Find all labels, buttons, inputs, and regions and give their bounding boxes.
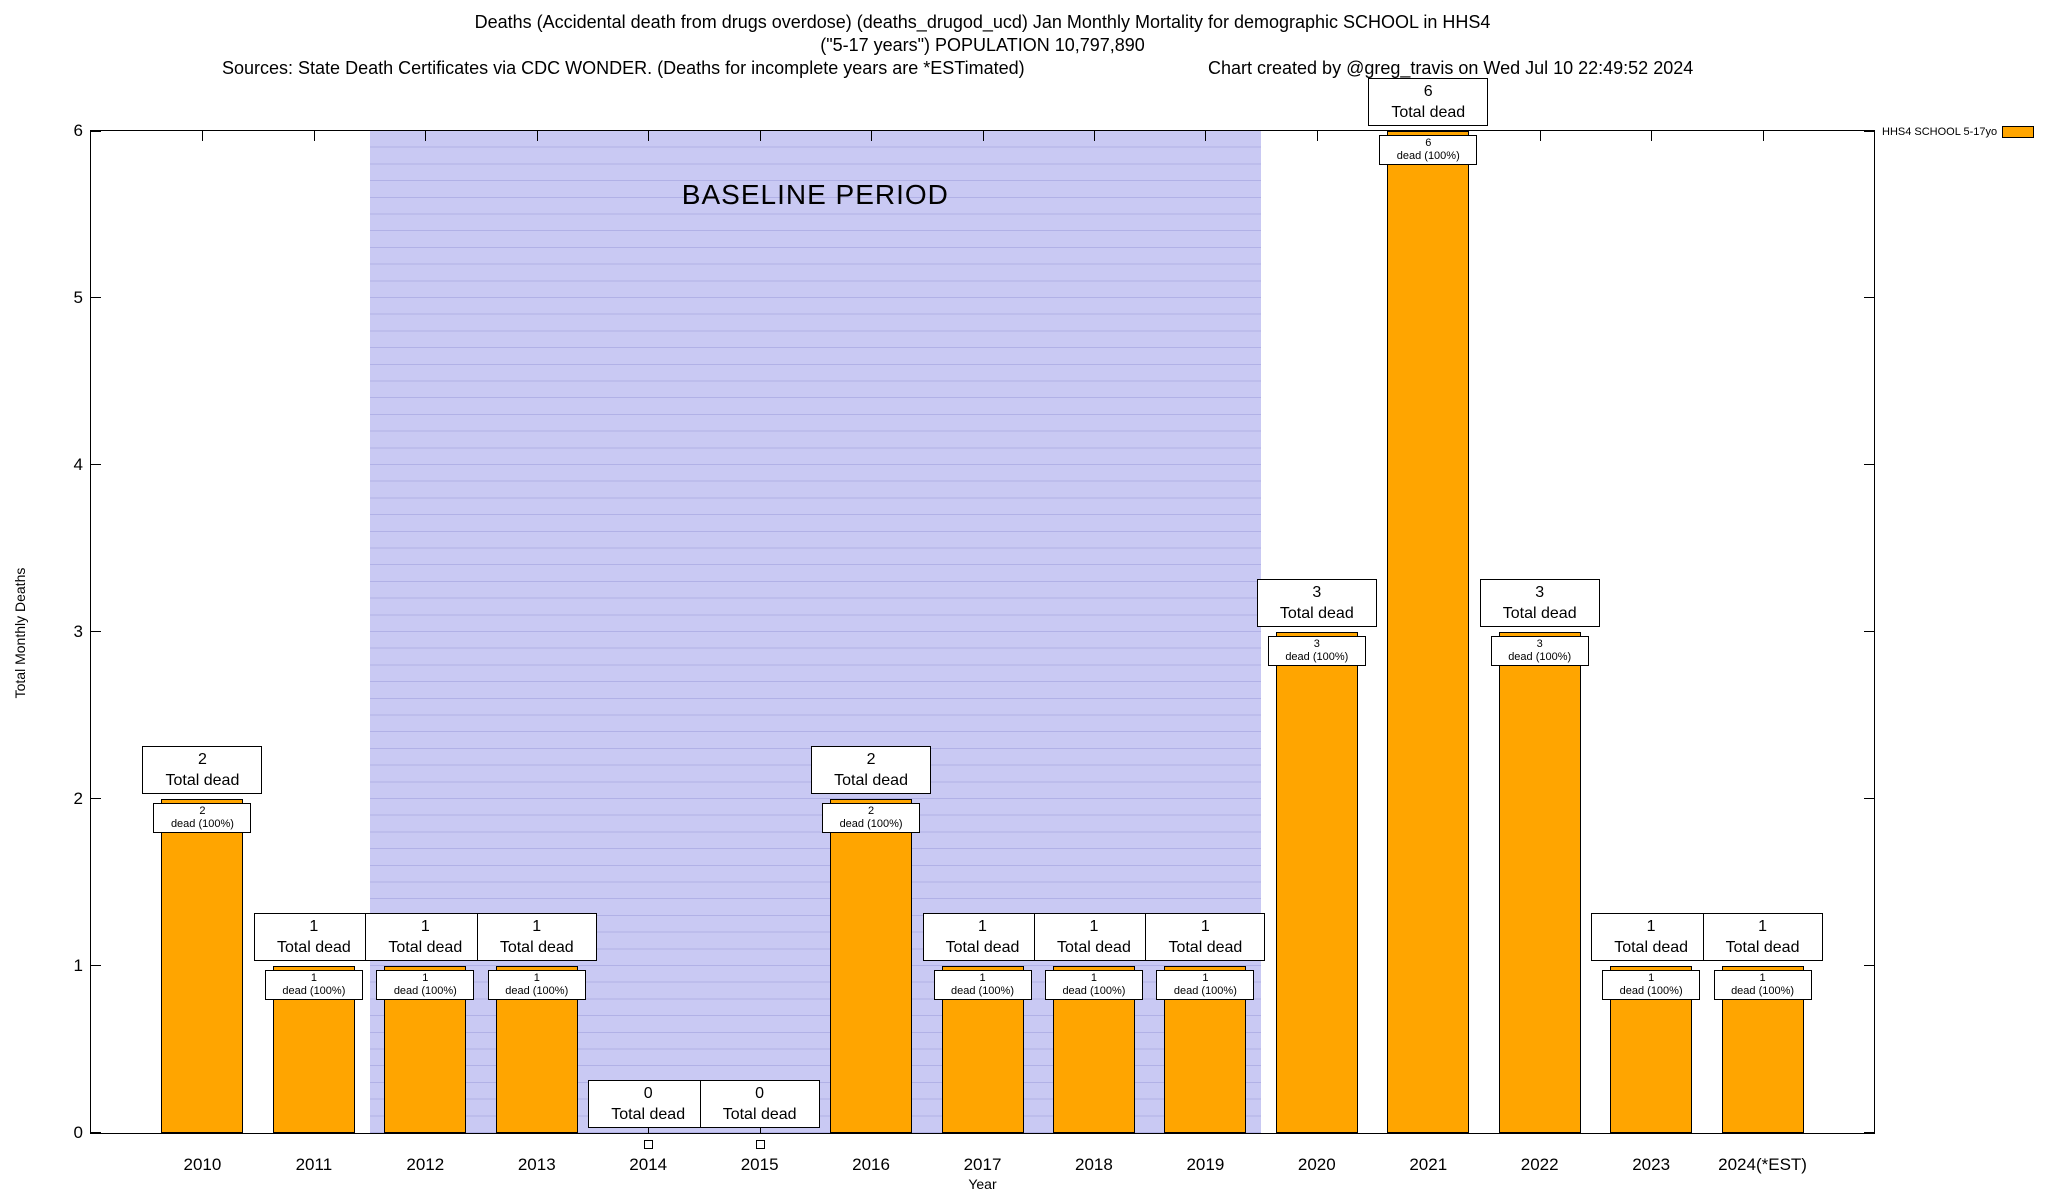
y-tick-mark <box>91 464 101 465</box>
y-tick-mark-right <box>1864 464 1874 465</box>
x-tick-mark-top <box>648 131 650 141</box>
legend-series-label: HHS4 SCHOOL 5-17yo <box>1882 126 1998 138</box>
bar-inner-label-2023: 1 dead (100%) <box>1602 970 1701 1000</box>
x-tick-mark-top <box>759 131 761 141</box>
y-tick-mark <box>91 297 101 298</box>
bar-inner-label-2013: 1 dead (100%) <box>487 970 586 1000</box>
bar-total-label-2011: 1 Total dead <box>253 913 374 961</box>
x-tick-label: 2023 <box>1632 1155 1671 1174</box>
bar-inner-label-2011: 1 dead (100%) <box>264 970 363 1000</box>
x-tick-label: 2010 <box>183 1155 222 1174</box>
bar-total-label-2019: 1 Total dead <box>1145 913 1266 961</box>
legend: HHS4 SCHOOL 5-17yo <box>1882 126 2035 138</box>
y-tick-mark-right <box>1864 297 1874 298</box>
bar-total-label-2012: 1 Total dead <box>365 913 486 961</box>
y-tick-mark <box>91 798 101 799</box>
bar-inner-label-2020: 3 dead (100%) <box>1267 636 1366 666</box>
y-tick-mark-right <box>1864 965 1874 966</box>
bar-inner-label-2017: 1 dead (100%) <box>933 970 1032 1000</box>
y-tick-label: 0 <box>73 1123 83 1142</box>
y-tick-label: 6 <box>73 121 83 140</box>
bar-inner-label-2022: 3 dead (100%) <box>1490 636 1589 666</box>
x-tick-mark <box>759 1123 761 1133</box>
x-tick-label: 2024(*EST) <box>1718 1155 1807 1174</box>
legend-color-swatch-icon <box>2002 126 2035 138</box>
x-tick-mark-top <box>1205 131 1207 141</box>
y-tick-mark-right <box>1864 1132 1874 1133</box>
x-tick-mark-top <box>202 131 204 141</box>
baseline-region-label: BASELINE PERIOD <box>681 179 949 210</box>
x-tick-mark-top <box>1651 131 1653 141</box>
bar-total-label-2014: 0 Total dead <box>588 1080 709 1128</box>
bar-total-label-2023: 1 Total dead <box>1591 913 1712 961</box>
bar-total-label-2013: 1 Total dead <box>476 913 597 961</box>
chart-title-line2: ("5-17 years") POPULATION 10,797,890 <box>820 35 1145 55</box>
chart-title-line1: Deaths (Accidental death from drugs over… <box>474 12 1491 32</box>
y-tick-label: 5 <box>73 288 83 307</box>
y-tick-label: 1 <box>73 956 83 975</box>
chart-credit-note: Chart created by @greg_travis on Wed Jul… <box>1208 58 1694 78</box>
x-tick-label: 2012 <box>406 1155 445 1174</box>
y-tick-mark-right <box>1864 631 1874 632</box>
x-tick-label: 2013 <box>517 1155 556 1174</box>
x-tick-mark-top <box>871 131 873 141</box>
x-tick-mark-top <box>425 131 427 141</box>
bar-inner-label-2010: 2 dead (100%) <box>153 803 252 833</box>
x-tick-label: 2014 <box>629 1155 668 1174</box>
plot-area: BASELINE PERIOD 0 1 2 3 4 5 6 2010 2 dead (100%) 2… <box>74 78 1875 1174</box>
bar-2020 <box>1275 632 1358 1133</box>
x-tick-label: 2016 <box>852 1155 890 1174</box>
x-tick-label: 2019 <box>1186 1155 1225 1174</box>
y-axis-title: Total Monthly Deaths <box>12 567 28 699</box>
y-tick-label: 4 <box>73 455 83 474</box>
bar-total-label-2018: 1 Total dead <box>1033 913 1154 961</box>
bar-inner-label-2018: 1 dead (100%) <box>1044 970 1143 1000</box>
x-tick-mark-top <box>982 131 984 141</box>
y-tick-mark <box>91 631 101 632</box>
x-tick-mark-top <box>536 131 538 141</box>
x-tick-label: 2021 <box>1409 1155 1448 1174</box>
bar-total-label-2020: 3 Total dead <box>1256 579 1377 627</box>
zero-value-marker-2014 <box>644 1140 654 1149</box>
bar-total-label-2010: 2 Total dead <box>142 746 263 794</box>
x-tick-mark <box>648 1123 650 1133</box>
x-axis-title: Year <box>968 1176 997 1192</box>
bar-total-label-2017: 1 Total dead <box>922 913 1043 961</box>
x-tick-label: 2017 <box>963 1155 1002 1174</box>
bar-inner-label-2021: 6 dead (100%) <box>1379 135 1478 165</box>
zero-value-marker-2015 <box>755 1140 765 1149</box>
bar-2016 <box>830 799 913 1133</box>
y-tick-mark <box>91 131 101 132</box>
x-tick-mark-top <box>1316 131 1318 141</box>
y-tick-mark-right <box>1864 798 1874 799</box>
x-tick-label: 2015 <box>740 1155 779 1174</box>
bar-total-label-2021: 6 Total dead <box>1368 78 1489 126</box>
x-tick-label: 2018 <box>1075 1155 1113 1174</box>
chart-sources-note: Sources: State Death Certificates via CD… <box>222 58 1025 78</box>
y-tick-mark-right <box>1864 131 1874 132</box>
x-tick-label: 2011 <box>295 1155 333 1174</box>
bar-inner-label-2016: 2 dead (100%) <box>822 803 921 833</box>
y-tick-mark <box>91 1132 101 1133</box>
bar-total-label-2015: 0 Total dead <box>699 1080 820 1128</box>
bar-inner-label-2012: 1 dead (100%) <box>376 970 475 1000</box>
x-tick-label: 2022 <box>1520 1155 1559 1174</box>
bar-2022 <box>1498 632 1581 1133</box>
bar-total-label-2024(*EST): 1 Total dead <box>1702 913 1823 961</box>
x-tick-mark-top <box>1093 131 1095 141</box>
y-tick-mark <box>91 965 101 966</box>
bar-total-label-2016: 2 Total dead <box>811 746 932 794</box>
bar-total-label-2022: 3 Total dead <box>1479 579 1600 627</box>
y-tick-label: 2 <box>73 789 83 808</box>
x-tick-mark-top <box>1539 131 1541 141</box>
x-tick-mark-top <box>1762 131 1764 141</box>
x-tick-mark-top <box>313 131 315 141</box>
y-tick-label: 3 <box>73 622 83 641</box>
bar-inner-label-2024(*EST): 1 dead (100%) <box>1713 970 1812 1000</box>
bar-inner-label-2019: 1 dead (100%) <box>1156 970 1255 1000</box>
x-tick-label: 2020 <box>1297 1155 1336 1174</box>
bar-2010 <box>161 799 244 1133</box>
bar-2021 <box>1387 131 1470 1133</box>
